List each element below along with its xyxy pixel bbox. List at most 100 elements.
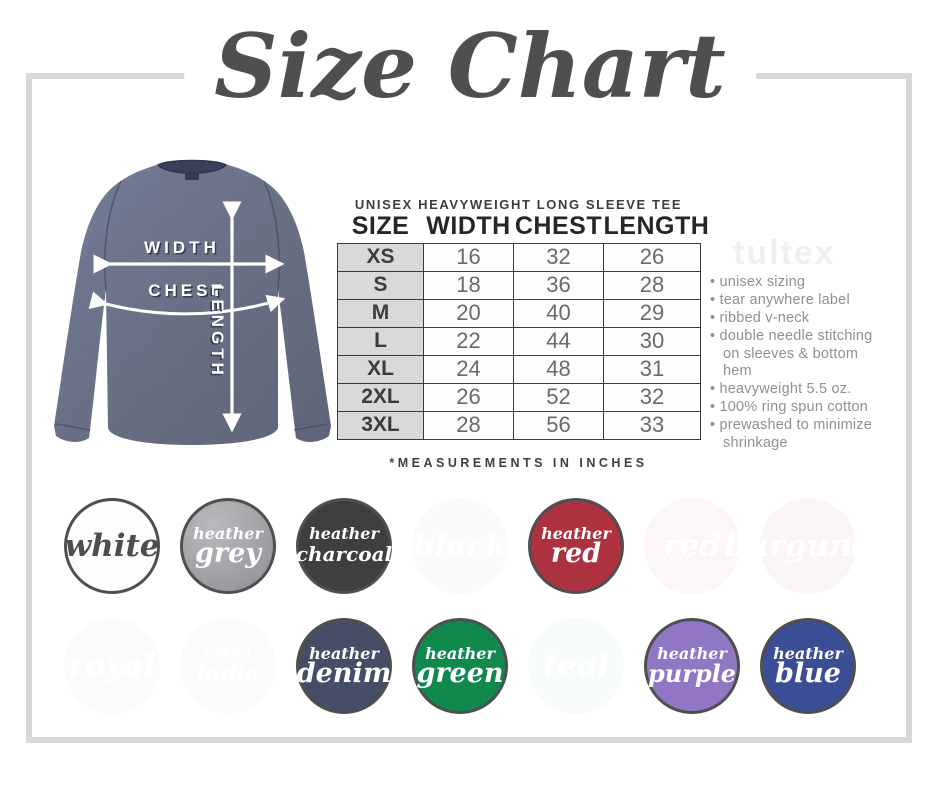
size-row-3xl: 3XL 28 56 33 bbox=[337, 410, 701, 440]
swatch-label: denim bbox=[296, 657, 392, 689]
column-header-length: LENGTH bbox=[603, 211, 709, 243]
size-cell: 2XL bbox=[337, 382, 424, 412]
chest-label-shadow: CHEST bbox=[150, 283, 228, 302]
size-cell: M bbox=[337, 298, 424, 328]
size-cell: S bbox=[337, 270, 424, 300]
swatch-label: heather bbox=[309, 523, 379, 543]
feature-list: unisex sizingtear anywhere labelribbed v… bbox=[710, 274, 890, 453]
swatch-label: inked bbox=[204, 643, 252, 662]
swatch-label: charcoal bbox=[295, 541, 393, 566]
page-title: Size Chart bbox=[184, 6, 756, 126]
swatch-label: royal bbox=[68, 648, 156, 684]
feature-item: unisex sizing bbox=[710, 274, 890, 292]
color-swatch-heather-grey: heather grey bbox=[180, 498, 276, 594]
color-swatch-heather-purple: heather purple bbox=[644, 618, 740, 714]
color-swatch-heather-green: heather green bbox=[412, 618, 508, 714]
measurement-cell: 29 bbox=[603, 298, 701, 328]
feature-item: tear anywhere label bbox=[710, 292, 890, 310]
chest-arrow bbox=[88, 291, 286, 316]
size-cell: L bbox=[337, 326, 424, 356]
measurement-cell: 18 bbox=[423, 270, 514, 300]
color-swatch-heather-charcoal: heather charcoal bbox=[296, 498, 392, 594]
tultex-watermark: tultex bbox=[733, 234, 836, 272]
shirt-silhouette bbox=[54, 159, 331, 445]
swatch-label: green bbox=[416, 657, 504, 689]
swatch-label: heather bbox=[309, 643, 379, 663]
measurement-cell: 26 bbox=[423, 382, 514, 412]
collar-tag bbox=[185, 171, 199, 180]
feature-item: heavyweight 5.5 oz. bbox=[710, 381, 890, 399]
size-cell: 3XL bbox=[337, 410, 424, 440]
feature-item: 100% ring spun cotton bbox=[710, 399, 890, 417]
size-cell: XL bbox=[337, 354, 424, 384]
measurement-cell: 24 bbox=[423, 354, 514, 384]
shirt-collar bbox=[156, 159, 228, 180]
measurement-cell: 48 bbox=[513, 354, 604, 384]
color-swatch-heather-denim: heather denim bbox=[296, 618, 392, 714]
measurement-cell: 33 bbox=[603, 410, 701, 440]
swatch-label: purple bbox=[647, 658, 737, 688]
measurement-cell: 28 bbox=[603, 270, 701, 300]
color-swatch-inked-india: inked india bbox=[180, 618, 276, 714]
swatch-label: burgundy bbox=[724, 528, 892, 564]
measurement-cell: 36 bbox=[513, 270, 604, 300]
measurement-cell: 44 bbox=[513, 326, 604, 356]
measurement-cell: 40 bbox=[513, 298, 604, 328]
color-swatch-royal: royal bbox=[64, 618, 160, 714]
size-table: SIZE WIDTH CHEST LENGTH XS 16 32 26 S 18 36 28 M 20 4… bbox=[337, 211, 709, 440]
swatch-label: red bbox=[663, 528, 721, 564]
length-label-shadow: LENGTH bbox=[207, 287, 226, 381]
size-cell: XS bbox=[337, 242, 424, 272]
swatch-label: blue bbox=[775, 657, 841, 689]
size-row-s: S 18 36 28 bbox=[337, 270, 701, 300]
width-label: WIDTH bbox=[144, 238, 220, 257]
measurement-cell: 22 bbox=[423, 326, 514, 356]
color-swatch-black: black bbox=[412, 498, 508, 594]
color-swatch-white: white bbox=[64, 498, 160, 594]
size-row-xs: XS 16 32 26 bbox=[337, 242, 701, 272]
color-swatch-heather-red: heather red bbox=[528, 498, 624, 594]
swatch-row-2: royal inked india heather denim heather green t… bbox=[64, 618, 856, 714]
measurement-cell: 16 bbox=[423, 242, 514, 272]
size-row-m: M 20 40 29 bbox=[337, 298, 701, 328]
measurement-cell: 52 bbox=[513, 382, 604, 412]
chest-label: CHEST bbox=[148, 281, 226, 300]
swatch-label: heather bbox=[425, 643, 495, 663]
long-sleeve-tee-illustration: WIDTH WIDTH CHEST CHEST LENGTH LENGTH bbox=[54, 159, 331, 445]
measurement-cell: 28 bbox=[423, 410, 514, 440]
column-header-width: WIDTH bbox=[423, 211, 514, 243]
swatch-label: white bbox=[64, 528, 160, 564]
swatch-row-1: white heather grey heather charcoal black heat… bbox=[64, 498, 892, 594]
color-swatch-heather-blue: heather blue bbox=[760, 618, 856, 714]
measurements-footnote: *MEASUREMENTS IN INCHES bbox=[389, 456, 648, 470]
swatch-label: teal bbox=[543, 648, 609, 684]
measurement-cell: 30 bbox=[603, 326, 701, 356]
width-label-shadow: WIDTH bbox=[146, 240, 222, 259]
feature-item: double needle stitching on sleeves & bot… bbox=[710, 328, 890, 381]
measurement-cell: 32 bbox=[603, 382, 701, 412]
swatch-label: red bbox=[550, 537, 602, 569]
swatch-label: grey bbox=[195, 537, 261, 569]
size-row-l: L 22 44 30 bbox=[337, 326, 701, 356]
color-swatch-burgundy: burgundy bbox=[725, 498, 892, 594]
product-heading: UNISEX HEAVYWEIGHT LONG SLEEVE TEE bbox=[354, 197, 683, 212]
color-swatch-teal: teal bbox=[528, 618, 624, 714]
measurement-cell: 32 bbox=[513, 242, 604, 272]
size-row-xl: XL 24 48 31 bbox=[337, 354, 701, 384]
swatch-label: heather bbox=[773, 643, 843, 663]
size-row-2xl: 2XL 26 52 32 bbox=[337, 382, 701, 412]
feature-item: prewashed to minimize shrinkage bbox=[710, 417, 890, 452]
measurement-cell: 31 bbox=[603, 354, 701, 384]
length-label: LENGTH bbox=[208, 285, 227, 379]
column-header-size: SIZE bbox=[337, 211, 424, 243]
swatch-label: heather bbox=[657, 643, 727, 663]
measurement-cell: 20 bbox=[423, 298, 514, 328]
color-swatch-red: red bbox=[644, 498, 740, 594]
swatch-label: black bbox=[413, 528, 507, 564]
column-header-chest: CHEST bbox=[513, 211, 604, 243]
size-table-header-row: SIZE WIDTH CHEST LENGTH bbox=[337, 211, 709, 243]
swatch-label: india bbox=[196, 660, 260, 687]
swatch-label: heather bbox=[193, 523, 263, 543]
shirt-diagram: WIDTH WIDTH CHEST CHEST LENGTH LENGTH bbox=[42, 138, 342, 470]
